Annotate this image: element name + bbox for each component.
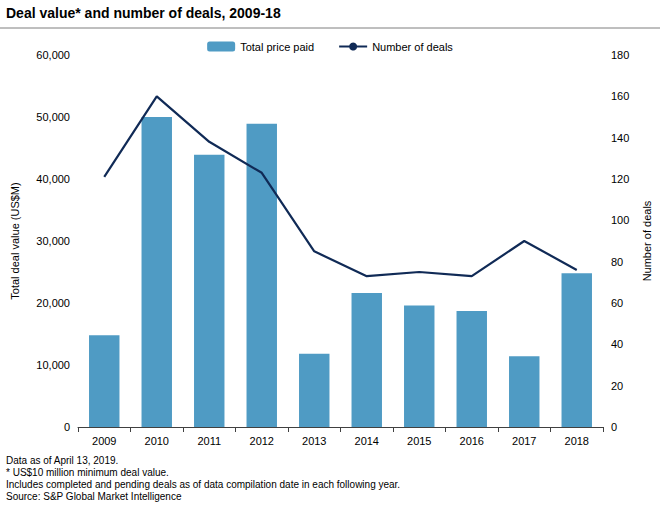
- svg-text:40: 40: [611, 338, 623, 350]
- svg-text:180: 180: [611, 49, 629, 61]
- svg-text:160: 160: [611, 90, 629, 102]
- svg-text:2018: 2018: [565, 435, 589, 447]
- svg-text:Includes completed and pending: Includes completed and pending deals as …: [6, 479, 400, 490]
- svg-text:Total price paid: Total price paid: [240, 41, 314, 53]
- svg-text:50,000: 50,000: [36, 111, 70, 123]
- svg-text:0: 0: [611, 421, 617, 433]
- svg-text:40,000: 40,000: [36, 173, 70, 185]
- svg-text:Deal value* and number of deal: Deal value* and number of deals, 2009-18: [6, 5, 281, 21]
- svg-text:2014: 2014: [355, 435, 379, 447]
- svg-text:80: 80: [611, 256, 623, 268]
- svg-text:Data as of April 13, 2019.: Data as of April 13, 2019.: [6, 455, 118, 466]
- svg-text:Total deal value (US$M): Total deal value (US$M): [9, 182, 21, 299]
- svg-text:2009: 2009: [92, 435, 116, 447]
- svg-text:2012: 2012: [250, 435, 274, 447]
- svg-text:2011: 2011: [197, 435, 221, 447]
- svg-text:0: 0: [64, 421, 70, 433]
- svg-text:120: 120: [611, 173, 629, 185]
- svg-text:20,000: 20,000: [36, 297, 70, 309]
- svg-text:60: 60: [611, 297, 623, 309]
- svg-text:2010: 2010: [145, 435, 169, 447]
- svg-text:2016: 2016: [460, 435, 484, 447]
- svg-text:Source: S&P Global Market Inte: Source: S&P Global Market Intelligence: [6, 491, 182, 502]
- svg-text:Number of deals: Number of deals: [372, 41, 453, 53]
- svg-text:10,000: 10,000: [36, 359, 70, 371]
- svg-text:30,000: 30,000: [36, 235, 70, 247]
- svg-text:20: 20: [611, 380, 623, 392]
- svg-text:* US$10 million minimum deal v: * US$10 million minimum deal value.: [6, 467, 169, 478]
- svg-text:140: 140: [611, 132, 629, 144]
- svg-text:Number of deals: Number of deals: [641, 200, 653, 281]
- svg-text:2015: 2015: [407, 435, 431, 447]
- svg-text:100: 100: [611, 214, 629, 226]
- svg-text:2017: 2017: [512, 435, 536, 447]
- svg-text:2013: 2013: [302, 435, 326, 447]
- svg-text:60,000: 60,000: [36, 49, 70, 61]
